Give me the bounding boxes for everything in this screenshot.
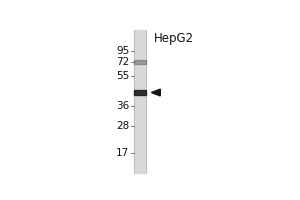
Text: HepG2: HepG2 [154,32,194,45]
Text: 17: 17 [116,148,129,158]
Text: 95: 95 [116,46,129,56]
Bar [134,30,146,173]
Text: 28: 28 [116,121,129,131]
Bar [134,90,146,95]
Text: 55: 55 [116,71,129,81]
Polygon shape [152,89,160,96]
Bar [134,60,146,64]
Text: 36: 36 [116,101,129,111]
Text: 72: 72 [116,57,129,67]
